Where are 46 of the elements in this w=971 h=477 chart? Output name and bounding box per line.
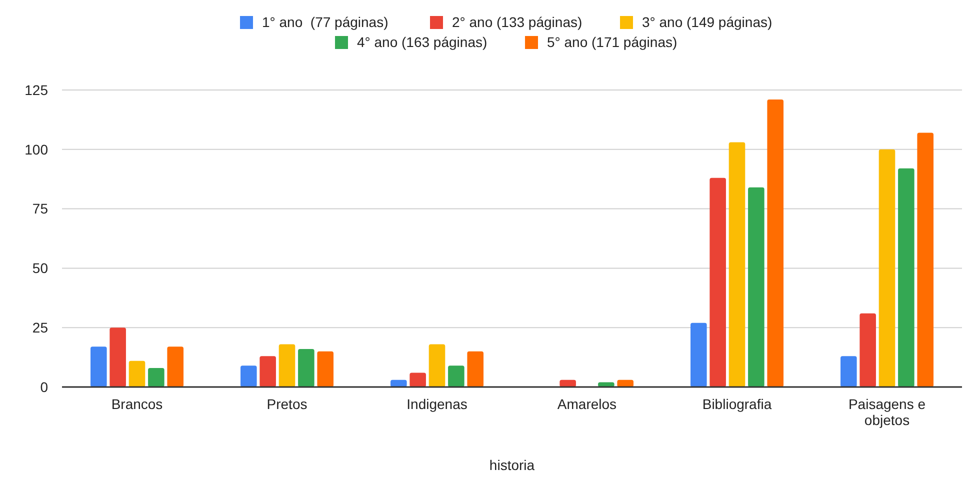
y-tick-label: 50 [32,260,48,276]
bar [598,382,614,387]
bar [617,380,634,387]
y-tick-label: 0 [40,378,48,395]
bar [878,149,896,387]
bar [690,322,707,387]
x-tick-label: Indigenas [406,396,468,412]
bar [560,380,576,387]
y-tick-label: 25 [32,320,48,336]
bar [317,351,334,387]
y-tick-label: 75 [32,200,48,217]
bar [128,360,146,387]
bar [148,368,164,387]
bar [110,328,126,387]
legend-label: 1° ano (77 páginas) [262,14,388,30]
bar [390,380,407,387]
y-tick-label: 100 [24,141,48,158]
bar [410,372,426,387]
bar [840,356,857,387]
bar [167,346,184,387]
bar [710,178,726,387]
x-tick-label: Amarelos [557,396,617,412]
bar [898,168,914,387]
bar [767,100,784,387]
bar [90,346,107,387]
legend-label: 2° ano (133 páginas) [452,14,582,30]
bar [728,142,746,387]
bar [860,313,876,387]
x-tick-label: Pretos [266,396,308,412]
bar [748,187,764,387]
legend-label: 4° ano (163 páginas) [357,34,488,50]
legend-label: 5° ano (171 páginas) [547,34,678,50]
bar [917,132,934,387]
bar [298,348,314,387]
bar [467,351,484,387]
x-tick-label: Bibliografia [702,396,772,412]
bar [448,366,464,387]
bar [260,356,276,387]
legend-label: 3° ano (149 páginas) [642,14,772,30]
bar [428,344,446,387]
x-tick-label: Paisagens e objetos [848,396,926,428]
bar [278,344,296,387]
x-tick-label: Brancos [111,396,163,412]
bar [240,366,257,387]
y-tick-label: 125 [24,82,48,98]
x-axis-title: historia [489,457,535,473]
